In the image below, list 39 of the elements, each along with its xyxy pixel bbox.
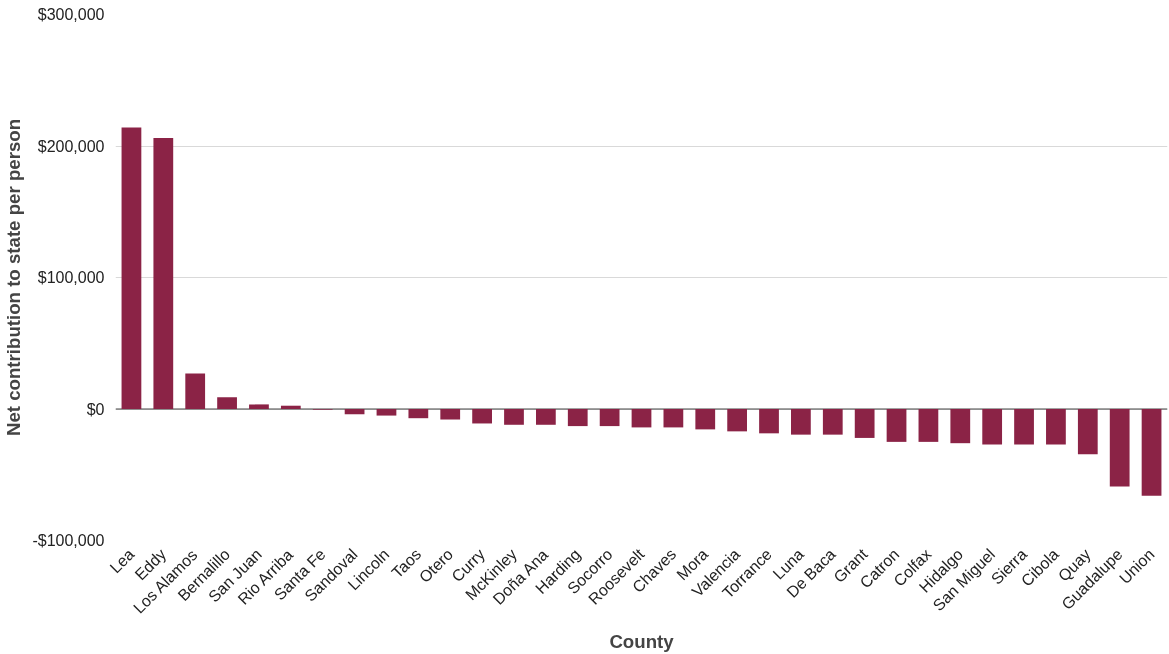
bar: [344, 409, 365, 415]
y-tick-label: $300,000: [37, 6, 105, 23]
x-axis-title: County: [609, 630, 675, 652]
y-tick-label: $0: [86, 400, 105, 418]
bar: [599, 409, 620, 427]
bar: [1014, 409, 1034, 445]
bar: [886, 409, 907, 442]
bar: [950, 409, 971, 444]
bar: [759, 409, 779, 434]
bar: [504, 409, 524, 425]
bar: [376, 409, 397, 416]
bar: [791, 409, 811, 435]
bar: [567, 409, 588, 427]
bar: [153, 138, 174, 409]
bar: [121, 127, 142, 409]
bar: [217, 397, 237, 409]
bar: [535, 409, 556, 425]
bar: [440, 409, 461, 420]
bar: [1109, 409, 1130, 487]
bar: [631, 409, 652, 428]
bar: [982, 409, 1003, 445]
bar: [185, 373, 206, 409]
bar: [1046, 409, 1066, 445]
y-tick-label: -$100,000: [32, 532, 105, 549]
bar: [727, 409, 748, 432]
bar: [472, 409, 492, 424]
bar: [822, 409, 843, 435]
bar: [1077, 409, 1098, 455]
bar: [854, 409, 875, 438]
bar: [249, 404, 269, 409]
bar: [918, 409, 939, 442]
bar: [695, 409, 716, 430]
y-tick-label: $200,000: [37, 137, 105, 155]
bar: [280, 405, 301, 409]
bar: [1141, 409, 1162, 496]
y-tick-label: $100,000: [37, 269, 105, 286]
bar: [408, 409, 429, 419]
y-axis-title: Net contribution to state per person: [3, 118, 25, 437]
bar: [663, 409, 684, 428]
